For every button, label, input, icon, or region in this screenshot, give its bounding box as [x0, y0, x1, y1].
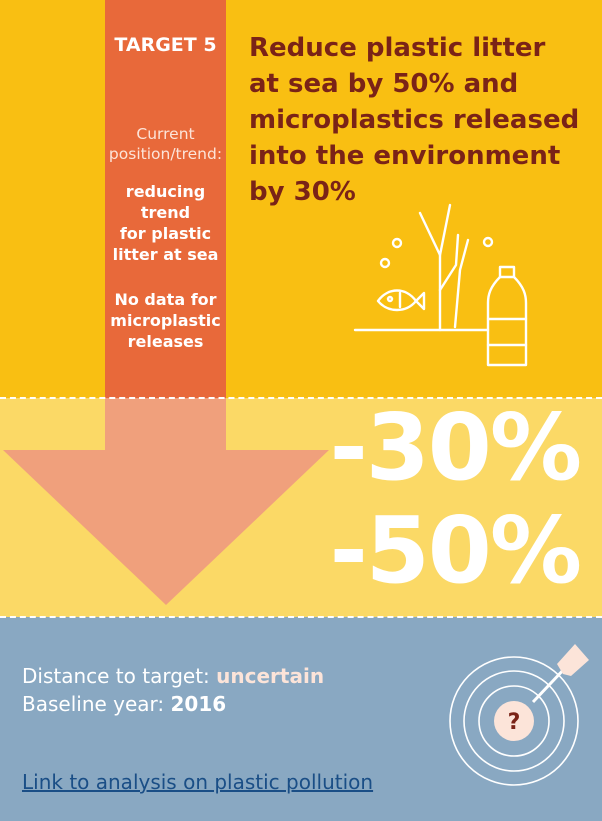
bubble-icon — [379, 236, 494, 269]
plastic-litter-reduction-percent: -50% — [329, 497, 582, 604]
distance-to-target: Distance to target: uncertain — [22, 664, 325, 688]
dartboard-icon: ? — [449, 644, 589, 786]
distance-value: uncertain — [216, 664, 325, 688]
fish-icon — [376, 289, 426, 312]
divider-dashed — [0, 397, 602, 399]
no-data-text: No data for microplastic releases — [110, 290, 221, 351]
microplastics-reduction-percent: -30% — [329, 394, 582, 501]
seaweed-icon — [418, 203, 470, 332]
target-headline: Reduce plastic litter at sea by 50% and … — [249, 33, 580, 207]
baseline-year: Baseline year: 2016 — [22, 692, 227, 716]
down-arrow-icon — [3, 0, 329, 605]
plastic-bottle-icon — [486, 265, 528, 367]
target-label: TARGET 5 — [114, 34, 217, 56]
trend-text: reducing trend for plastic litter at sea — [112, 182, 219, 264]
dart-arrow-icon — [531, 644, 589, 704]
divider-dashed — [0, 616, 602, 618]
sea-litter-illustration — [353, 203, 528, 367]
baseline-value: 2016 — [170, 692, 227, 716]
current-position-label: Current position/trend: — [108, 125, 223, 163]
analysis-link[interactable]: Link to analysis on plastic pollution — [22, 770, 374, 794]
uncertain-question-mark: ? — [508, 710, 521, 735]
top-band — [0, 0, 602, 398]
